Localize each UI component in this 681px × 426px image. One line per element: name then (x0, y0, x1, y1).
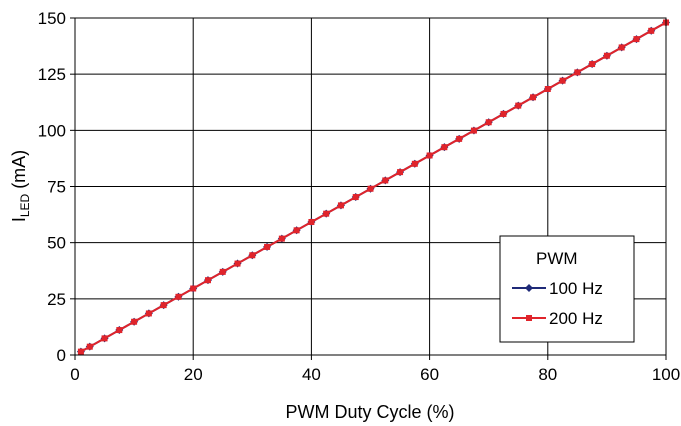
y-tick-label: 125 (38, 65, 66, 84)
data-point (574, 69, 581, 76)
series-2 (77, 19, 669, 355)
y-axis-title-main: I (9, 217, 29, 222)
data-point (633, 36, 640, 43)
legend-marker (525, 284, 533, 292)
y-axis-title-sub: LED (18, 193, 32, 217)
data-point (116, 327, 123, 334)
legend-label: 100 Hz (549, 279, 603, 298)
y-tick-label: 100 (38, 121, 66, 140)
data-point (411, 160, 418, 167)
data-point (500, 110, 507, 117)
data-point (131, 318, 138, 325)
y-tick-label: 50 (47, 234, 66, 253)
legend-entry: 100 Hz (512, 279, 603, 298)
legend: PWM 100 Hz 200 Hz (499, 235, 635, 343)
legend-title: PWM (536, 249, 578, 268)
data-point (278, 235, 285, 242)
data-point (618, 44, 625, 51)
series-layer (76, 18, 670, 356)
x-tick-label: 60 (420, 365, 439, 384)
y-axis-title: ILED (mA) (9, 150, 32, 222)
x-tick-label: 20 (184, 365, 203, 384)
x-tick-label: 40 (302, 365, 321, 384)
data-point (559, 77, 566, 84)
data-point (544, 85, 551, 92)
data-point (101, 335, 108, 342)
data-point (485, 119, 492, 126)
data-point (249, 252, 256, 259)
y-tick-label: 75 (47, 178, 66, 197)
data-point (234, 260, 241, 267)
y-tick-label: 25 (47, 290, 66, 309)
data-point (515, 102, 522, 109)
data-point (589, 61, 596, 68)
data-point (530, 94, 537, 101)
x-tick-label: 100 (652, 365, 680, 384)
data-point (293, 227, 300, 234)
data-point (352, 194, 359, 201)
y-tick-label: 150 (38, 9, 66, 28)
data-point (603, 52, 610, 59)
data-point (160, 302, 167, 309)
data-point (648, 27, 655, 34)
data-point (367, 185, 374, 192)
data-point (175, 293, 182, 300)
x-axis-title: PWM Duty Cycle (%) (285, 402, 454, 422)
x-tick-label: 0 (70, 365, 79, 384)
data-point (323, 210, 330, 217)
data-point (145, 310, 152, 317)
data-point (382, 177, 389, 184)
x-tick-label: 80 (538, 365, 557, 384)
legend-label: 200 Hz (549, 309, 603, 328)
data-point (426, 152, 433, 159)
data-point (190, 285, 197, 292)
data-point (470, 127, 477, 134)
y-axis-title-unit: (mA) (9, 150, 29, 194)
data-point (456, 135, 463, 142)
data-point (441, 144, 448, 151)
data-point (77, 348, 84, 355)
legend-marker (526, 315, 532, 321)
data-point (264, 243, 271, 250)
data-point (204, 277, 211, 284)
legend-entries: 100 Hz 200 Hz (512, 279, 603, 328)
y-tick-label: 0 (57, 346, 66, 365)
legend-entry: 200 Hz (512, 309, 603, 328)
data-point (397, 169, 404, 176)
data-point (219, 268, 226, 275)
data-point (337, 202, 344, 209)
ticks: 0 20 40 60 80 100 0 25 50 75 100 125 150 (38, 9, 681, 384)
data-point (86, 343, 93, 350)
data-point (308, 218, 315, 225)
